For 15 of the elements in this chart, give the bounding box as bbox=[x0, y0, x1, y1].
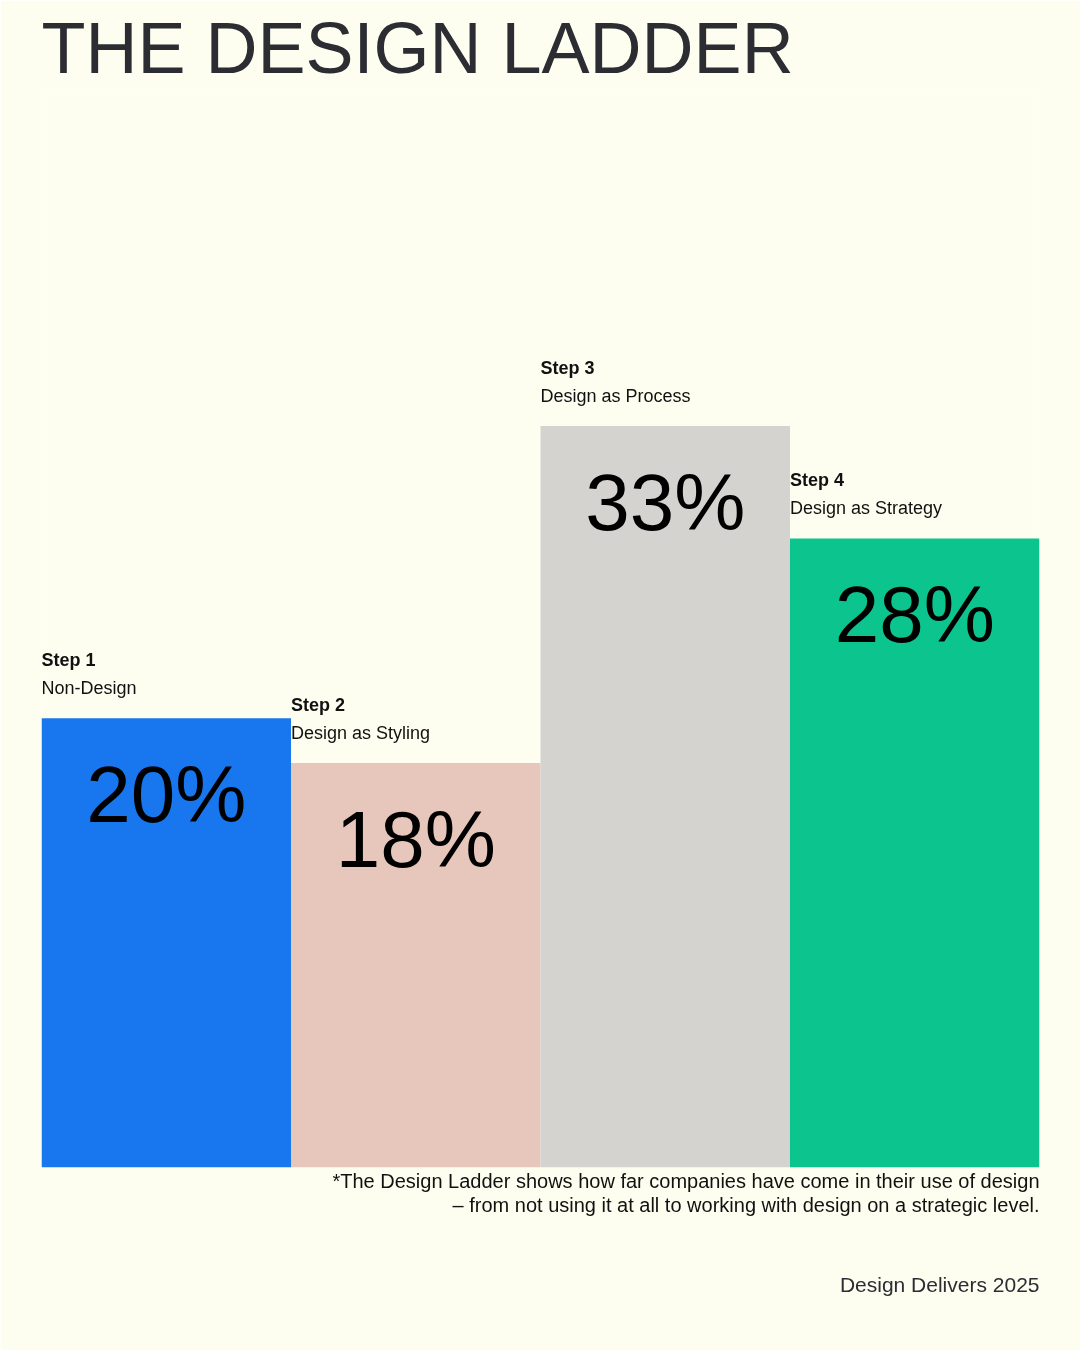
bar bbox=[540, 426, 790, 1168]
data-label: 33% bbox=[585, 458, 746, 548]
x-tick-label: Step 3 Design as Process bbox=[540, 358, 691, 407]
data-label: 28% bbox=[834, 570, 995, 660]
data-label: 20% bbox=[86, 750, 247, 840]
data-label: 18% bbox=[335, 795, 496, 885]
text: Design Delivers 2025 bbox=[839, 1272, 1040, 1296]
text: *The Design Ladder shows how far companies have come in their use of design – from not using it at all to working with design on a strategic level. bbox=[332, 1169, 1040, 1216]
bar bbox=[41, 718, 291, 1168]
chart-title: THE DESIGN LADDER bbox=[41, 7, 794, 88]
x-tick-label: Step 2 Design as Styling bbox=[291, 695, 431, 744]
bar bbox=[291, 763, 541, 1168]
x-tick-label: Step 4 Design as Strategy bbox=[790, 470, 943, 519]
bar bbox=[790, 538, 1040, 1168]
x-tick-label: Step 1 Non-Design bbox=[41, 650, 137, 699]
